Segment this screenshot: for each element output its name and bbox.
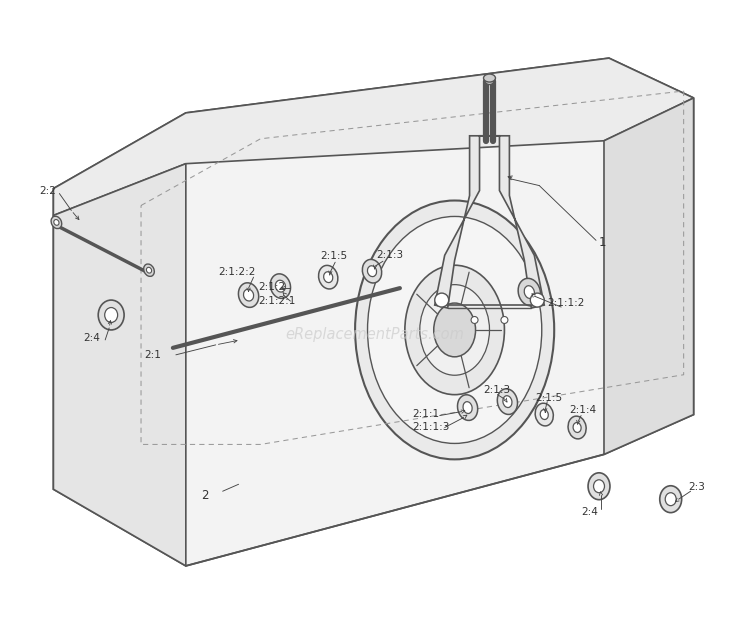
- Text: 2:1: 2:1: [144, 350, 161, 360]
- Circle shape: [530, 293, 544, 307]
- Ellipse shape: [238, 283, 259, 307]
- Ellipse shape: [355, 200, 554, 459]
- Polygon shape: [604, 98, 694, 454]
- Text: 1: 1: [599, 236, 607, 249]
- Text: 2:1:2:2: 2:1:2:2: [219, 267, 256, 277]
- Text: 2:1:3: 2:1:3: [484, 385, 511, 394]
- Ellipse shape: [568, 416, 586, 439]
- Text: 2:2: 2:2: [40, 186, 56, 195]
- Text: 2:3: 2:3: [688, 482, 706, 492]
- Ellipse shape: [518, 278, 541, 306]
- Text: 2:1:2: 2:1:2: [259, 282, 286, 292]
- Circle shape: [435, 293, 448, 307]
- Text: 2:1:1:3: 2:1:1:3: [412, 422, 449, 432]
- Polygon shape: [435, 136, 544, 308]
- Polygon shape: [53, 58, 694, 216]
- Ellipse shape: [275, 280, 286, 292]
- Ellipse shape: [244, 289, 254, 301]
- Ellipse shape: [484, 74, 496, 82]
- Ellipse shape: [324, 272, 333, 283]
- Text: 2:4: 2:4: [83, 333, 100, 343]
- Ellipse shape: [485, 78, 494, 85]
- Circle shape: [501, 317, 508, 324]
- Ellipse shape: [433, 303, 476, 357]
- Ellipse shape: [362, 259, 382, 283]
- Ellipse shape: [524, 286, 535, 298]
- Text: 2:1:5: 2:1:5: [320, 252, 347, 261]
- Ellipse shape: [497, 389, 517, 415]
- Text: 2:4: 2:4: [581, 507, 598, 517]
- Ellipse shape: [144, 264, 154, 276]
- Text: 2: 2: [201, 489, 208, 502]
- Ellipse shape: [503, 396, 512, 408]
- Text: eReplacementParts.com: eReplacementParts.com: [286, 327, 464, 343]
- Text: 2:1:2:1: 2:1:2:1: [259, 296, 296, 306]
- Ellipse shape: [458, 395, 478, 420]
- Ellipse shape: [98, 300, 124, 330]
- Text: 2:1:1:2: 2:1:1:2: [548, 298, 584, 308]
- Ellipse shape: [573, 423, 581, 432]
- Ellipse shape: [593, 480, 604, 493]
- Ellipse shape: [463, 402, 472, 413]
- Ellipse shape: [536, 403, 554, 426]
- Polygon shape: [53, 58, 694, 566]
- Ellipse shape: [405, 265, 505, 394]
- Ellipse shape: [540, 410, 548, 420]
- Ellipse shape: [105, 308, 118, 322]
- Ellipse shape: [368, 216, 542, 444]
- Circle shape: [471, 317, 478, 324]
- Text: 2:1:3: 2:1:3: [376, 250, 403, 260]
- Ellipse shape: [588, 473, 610, 500]
- Ellipse shape: [665, 493, 676, 506]
- Polygon shape: [53, 164, 186, 566]
- Ellipse shape: [51, 216, 62, 229]
- Ellipse shape: [54, 219, 59, 225]
- Ellipse shape: [420, 284, 490, 375]
- Text: 2:1:1: 2:1:1: [412, 408, 439, 418]
- Ellipse shape: [660, 486, 682, 513]
- Text: 2:1:5: 2:1:5: [536, 392, 562, 403]
- Ellipse shape: [270, 274, 290, 298]
- Text: 2:1:4: 2:1:4: [569, 404, 596, 415]
- Ellipse shape: [146, 267, 152, 273]
- Ellipse shape: [368, 266, 376, 277]
- Ellipse shape: [319, 265, 338, 289]
